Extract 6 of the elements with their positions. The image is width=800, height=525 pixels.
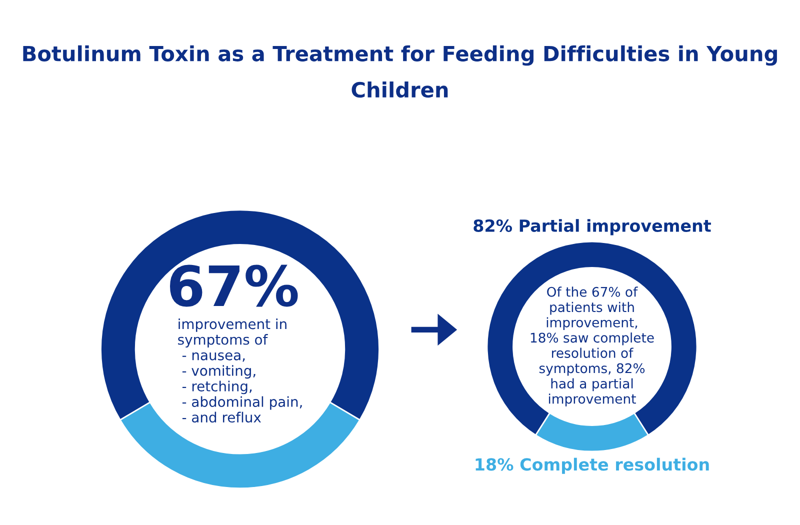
chart-title: Botulinum Toxin as a Treatment for Feeding Difficulties in Young Children xyxy=(23,45,777,98)
slice-label: 18% Complete resolution xyxy=(476,458,709,474)
text: Of the 67% of patients with improvement, 18% saw complete resolution of symptoms, 82% had a partial improvement xyxy=(530,286,654,406)
data-label: 67% xyxy=(170,264,298,307)
text: improvement in symptoms of - nausea, - vomiting, - retching, - abdominal pain, - and reflux xyxy=(178,318,302,423)
slice-label: 82% Partial improvement xyxy=(474,219,711,236)
